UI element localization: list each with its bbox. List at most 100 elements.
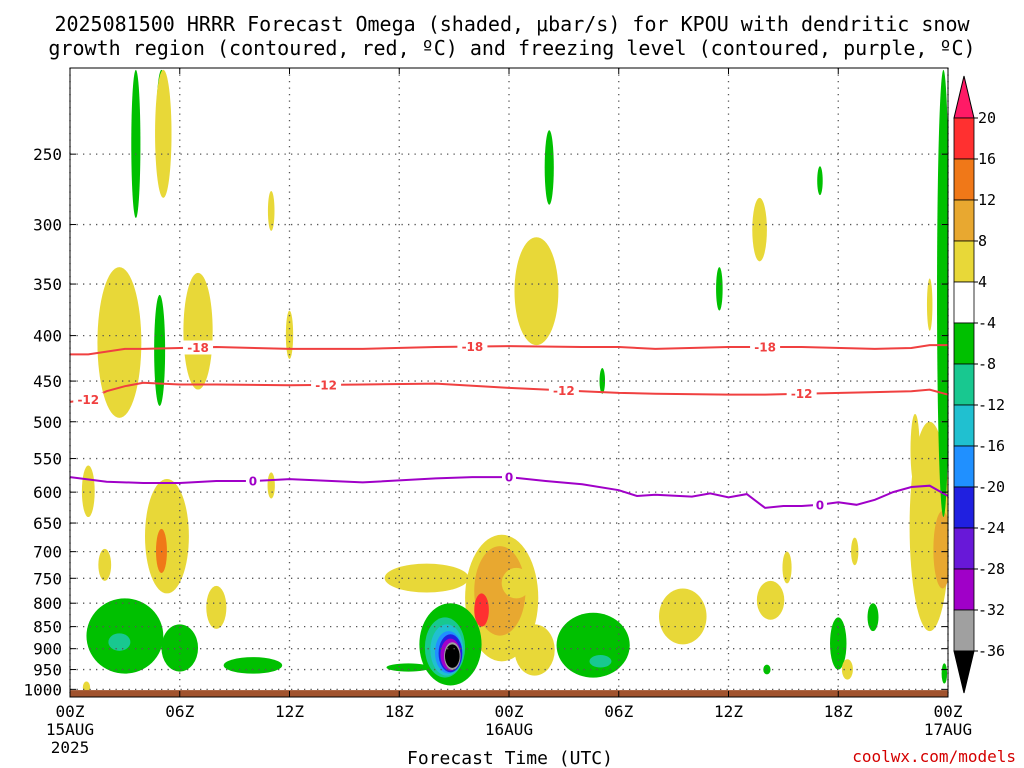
x-tick-label: 12Z (714, 702, 743, 721)
contour-label-bg (502, 470, 516, 485)
x-tick-date: 15AUG (46, 720, 94, 739)
y-tick-label: 350 (33, 275, 62, 294)
colorbar-swatch (953, 322, 975, 365)
contour-label-bg (73, 392, 104, 407)
omega-cell (183, 272, 213, 390)
colorbar-label: -28 (978, 560, 1005, 578)
contour-labels: -18 -18 -18 -12 -12 -12 -12 0 0 0 (73, 339, 827, 512)
contour-label: 0 (816, 498, 824, 512)
x-tick-label: 00Z (934, 702, 963, 721)
y-tick-label: 700 (33, 543, 62, 562)
contour-label: -18 (754, 341, 776, 355)
omega-cell (782, 551, 792, 584)
x-tick-label: 00Z (495, 702, 524, 721)
y-tick-label: 400 (33, 327, 62, 346)
x-tick-label: 06Z (604, 702, 633, 721)
colorbar-swatch (953, 240, 975, 283)
contour-label-bg (812, 497, 827, 512)
y-tick-label: 550 (33, 450, 62, 469)
contour-label: -12 (77, 393, 99, 407)
chart-title: 2025081500 HRRR Forecast Omega (shaded, … (48, 12, 975, 60)
x-tick-label: 18Z (824, 702, 853, 721)
x-tick-year: 2025 (51, 738, 90, 757)
omega-cell (108, 633, 131, 651)
contour-label-bg (457, 339, 488, 354)
omega-cell (206, 585, 227, 629)
colorbar-label: 20 (978, 109, 996, 127)
omega-cell (501, 567, 531, 599)
contour-label: -12 (315, 378, 337, 392)
omega-cell (589, 655, 612, 668)
title-line-2: growth region (contoured, red, ºC) and f… (48, 36, 975, 60)
y-tick-label: 300 (33, 216, 62, 235)
omega-cell (97, 267, 142, 418)
omega-cell (658, 588, 707, 645)
y-tick-label: 250 (33, 145, 62, 164)
contour--12 (70, 381, 948, 403)
omega-cell (599, 367, 606, 394)
colorbar-label: -8 (978, 355, 996, 373)
y-tick-label: 1000 (23, 680, 62, 699)
colorbar-swatch (953, 158, 975, 201)
omega-cell (474, 593, 489, 627)
colorbar-swatch (953, 199, 975, 242)
x-tick-label: 12Z (275, 702, 304, 721)
omega-cell (131, 69, 141, 219)
omega-cell (384, 563, 469, 593)
omega-cell (154, 294, 166, 406)
x-tick-date: 17AUG (924, 720, 972, 739)
contour-label-bg (311, 377, 342, 392)
x-tick-label: 06Z (165, 702, 194, 721)
omega-cell (444, 644, 460, 668)
contour-label-bg (750, 340, 781, 355)
y-tick-label: 450 (33, 372, 62, 391)
y-tick-label: 750 (33, 569, 62, 588)
y-tick-label: 650 (33, 514, 62, 533)
colorbar-label: -20 (978, 478, 1005, 496)
omega-cell (763, 664, 771, 675)
omega-cell (933, 510, 948, 589)
colorbar-swatch (953, 527, 975, 570)
x-tick-label: 00Z (56, 702, 85, 721)
omega-cell (926, 278, 933, 331)
omega-cell (867, 603, 879, 632)
omega-cell (544, 130, 554, 205)
colorbar-label: 16 (978, 150, 996, 168)
contour-label: -12 (553, 384, 575, 398)
credit-link[interactable]: coolwx.com/models (852, 747, 1016, 766)
omega-cell (851, 537, 859, 566)
contour-label-bg (183, 340, 214, 355)
omega-cell (161, 624, 199, 672)
omega-cell (841, 659, 853, 680)
omega-cell (144, 479, 189, 594)
contour-label-bg (786, 386, 817, 401)
omega-cell (556, 612, 630, 678)
colorbar-top-arrow (953, 75, 975, 119)
omega-cell (155, 69, 172, 198)
x-tick-label: 18Z (385, 702, 414, 721)
contour-label: -12 (791, 387, 813, 401)
colorbar: 20 16 12 8 4 -4 -8 -12 -16 -20 -24 -28 -32 -36 (953, 75, 1005, 694)
colorbar-swatch (953, 117, 975, 160)
omega-cell (716, 267, 723, 311)
x-axis-label: Forecast Time (UTC) (407, 748, 613, 768)
omega-cell (223, 657, 283, 674)
y-tick-label: 850 (33, 618, 62, 637)
omega-cell (817, 166, 823, 196)
omega-shading (81, 69, 948, 694)
colorbar-label: -16 (978, 437, 1005, 455)
colorbar-label: 4 (978, 273, 987, 291)
pressure-axis: 250 300 350 400 450 500 550 600 650 700 750 800 850 9… (23, 145, 948, 699)
y-tick-label: 950 (33, 661, 62, 680)
contour-label: 0 (249, 475, 257, 489)
colorbar-label: -32 (978, 601, 1005, 619)
omega-cell (937, 69, 948, 517)
omega-cell (267, 190, 275, 231)
omega-cell (98, 548, 112, 581)
y-tick-label: 900 (33, 640, 62, 659)
colorbar-swatch (953, 568, 975, 611)
contour--18 (70, 344, 948, 356)
omega-cell (81, 465, 95, 518)
